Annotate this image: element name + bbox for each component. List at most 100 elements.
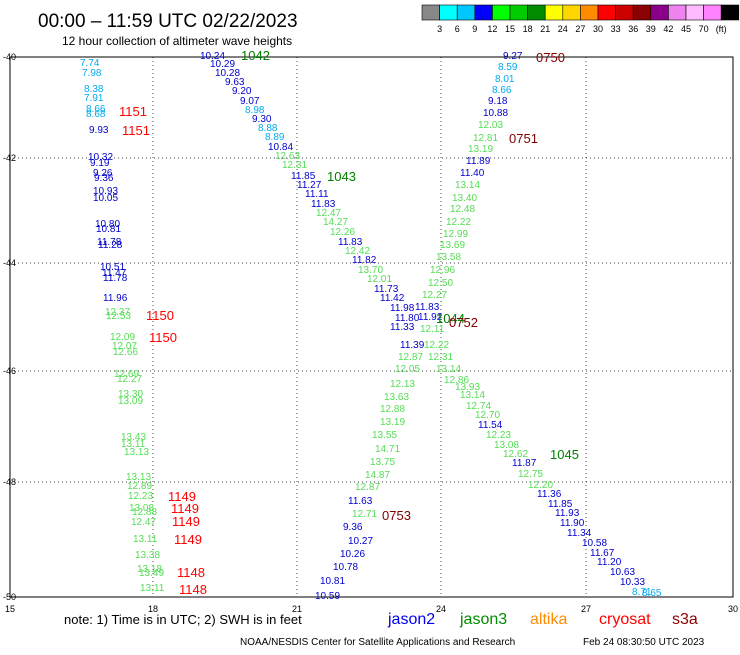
- map-frame: [9, 56, 734, 598]
- wave-height-value: 8.66: [492, 85, 512, 96]
- wave-height-value: 13.19: [380, 417, 405, 428]
- wave-height-value: 10.63: [610, 567, 635, 578]
- wave-height-value: 9.20: [232, 86, 252, 97]
- wave-height-value: 12.23: [128, 491, 153, 502]
- wave-height-value: 11.96: [103, 293, 128, 304]
- track-label: 1043: [327, 169, 356, 184]
- wave-height-value: 12.27: [422, 290, 447, 301]
- latitude-label: -42: [3, 153, 16, 163]
- wave-height-value: 13.13: [126, 472, 151, 483]
- wave-height-value: 12.07: [112, 341, 137, 352]
- color-swatch: [474, 4, 493, 21]
- wave-height-value: 12.96: [430, 265, 455, 276]
- track-labels: 1042 1043 1044 1045 0750 0751 0752 0753 1151 1151…: [119, 48, 579, 597]
- wave-height-value: 10.81: [96, 224, 121, 235]
- wave-height-value: 10.33: [620, 577, 645, 588]
- track-label: 1148: [179, 582, 207, 597]
- wave-height-value: 13.43: [121, 432, 146, 443]
- wave-height-value: 13.49: [139, 568, 164, 579]
- color-scale-tick: 21: [540, 24, 550, 34]
- wave-height-value: 12.13: [390, 379, 415, 390]
- wave-height-value: 12.27: [117, 374, 142, 385]
- wave-height-value: 13.19: [468, 144, 493, 155]
- wave-height-value: 12.47: [131, 517, 156, 528]
- color-scale-tick: 9: [472, 24, 477, 34]
- wave-height-value: 11.82: [352, 255, 377, 266]
- track-label: 1151: [119, 104, 147, 119]
- wave-height-value: 12.86: [444, 375, 469, 386]
- wave-height-value: 13.14: [436, 364, 461, 375]
- wave-height-value: 11.47: [102, 268, 127, 279]
- color-swatch: [597, 4, 616, 21]
- wave-height-value: 11.27: [297, 180, 322, 191]
- wave-height-value: 12.31: [282, 160, 307, 171]
- wave-height-value: 12.20: [528, 480, 553, 491]
- wave-height-value: 13.58: [436, 252, 461, 263]
- satellite-name: cryosat: [599, 611, 651, 628]
- wave-height-value: 11.42: [380, 293, 405, 304]
- satellite-name: jason2: [387, 611, 435, 628]
- satellite-name: s3a: [672, 611, 698, 628]
- wave-height-value: 12.11: [420, 324, 445, 335]
- wave-height-value: 12.74: [466, 401, 491, 412]
- wave-height-value: 12.71: [352, 509, 377, 520]
- wave-height-value: 12.62: [503, 449, 528, 460]
- wave-height-value: 10.32: [88, 152, 113, 163]
- wave-height-value: 12.47: [316, 208, 341, 219]
- color-scale-tick: 45: [681, 24, 691, 34]
- wave-height-value: 10.05: [93, 193, 118, 204]
- wave-height-value: 11.83: [311, 199, 336, 210]
- wave-height-value: 11.34: [567, 528, 592, 539]
- color-swatch: [562, 4, 581, 21]
- wave-height-value: 12.88: [380, 404, 405, 415]
- satellite-name: altika: [530, 611, 567, 628]
- footer-credit: NOAA/NESDIS Center for Satellite Applica…: [240, 637, 515, 648]
- wave-height-value: 11.90: [560, 518, 585, 529]
- wave-height-value: 13.14: [460, 390, 485, 401]
- wave-height-value: 11.83: [338, 237, 363, 248]
- wave-height-value: 9.26: [93, 168, 113, 179]
- wave-height-value: 8.65: [642, 588, 662, 599]
- wave-height-value: 12.70: [475, 410, 500, 421]
- wave-height-value: 14.71: [375, 444, 400, 455]
- latitude-label: -46: [3, 366, 16, 376]
- wave-height-value: 10.58: [582, 538, 607, 549]
- color-scale-tick: 6: [455, 24, 460, 34]
- wave-height-value: 11.83: [415, 302, 440, 313]
- satellite-legend: jason2 jason3 altika cryosat s3a: [387, 611, 698, 628]
- wave-height-value: 11.67: [590, 548, 615, 559]
- longitude-label: 24: [436, 604, 446, 614]
- longitude-label: 15: [5, 604, 15, 614]
- wave-height-value: 9.36: [343, 522, 363, 533]
- wave-height-value: 11.92: [418, 312, 443, 323]
- wave-height-value: 12.22: [446, 217, 471, 228]
- wave-height-value: 13.08: [494, 440, 519, 451]
- track-label: 0753: [382, 508, 411, 523]
- wave-height-value: 10.78: [333, 562, 358, 573]
- wave-height-value: 12.69: [114, 369, 139, 380]
- wave-height-value: 12.89: [127, 481, 152, 492]
- longitude-label: 18: [148, 604, 158, 614]
- wave-height-value: 9.93: [89, 125, 109, 136]
- wave-height-value: 7.91: [84, 93, 104, 104]
- color-swatch: [650, 4, 669, 21]
- color-scale-tick: 33: [611, 24, 621, 34]
- wave-height-value: 11.39: [400, 340, 425, 351]
- wave-height-value: 12.23: [486, 430, 511, 441]
- wave-height-value: 8.98: [245, 105, 265, 116]
- wave-height-value: 8.66: [86, 104, 106, 115]
- wave-height-value: 10.84: [268, 142, 293, 153]
- wave-height-value: 14.87: [365, 470, 390, 481]
- wave-height-value: 10.24: [200, 51, 225, 62]
- wave-height-value: 10.29: [210, 59, 235, 70]
- color-scale-tick: 15: [505, 24, 515, 34]
- wave-height-value: 12.09: [110, 332, 135, 343]
- wave-height-value: 9.18: [488, 96, 508, 107]
- wave-height-value: 13.30: [118, 389, 143, 400]
- color-scale-legend: 3 6 9 12 15 18 21 24 27 30 33 36 39 42 45 70 (ft): [421, 4, 740, 34]
- wave-height-value: 12.99: [443, 229, 468, 240]
- wave-height-value: 12.88: [132, 507, 157, 518]
- color-scale-tick: 24: [558, 24, 568, 34]
- wave-height-value: 13.69: [440, 240, 465, 251]
